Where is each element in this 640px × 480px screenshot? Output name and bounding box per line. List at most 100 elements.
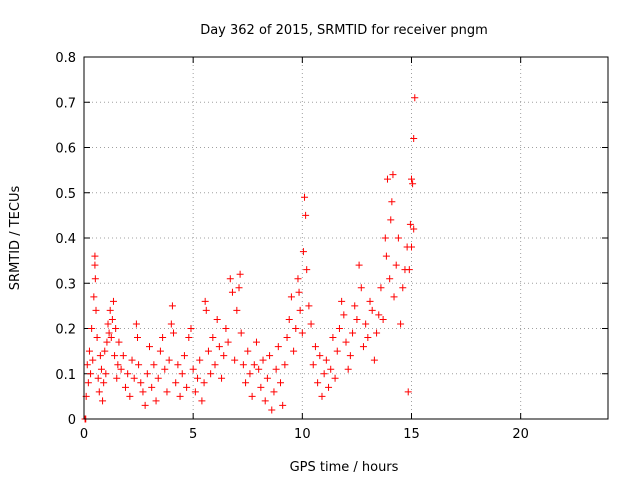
data-point (211, 361, 219, 369)
data-point (311, 343, 319, 351)
data-point (91, 275, 99, 283)
data-point (349, 329, 357, 337)
data-point (302, 211, 310, 219)
x-tick-label: 0 (80, 427, 88, 442)
data-point (373, 329, 381, 337)
data-point (353, 315, 361, 323)
data-point (189, 365, 197, 373)
data-point (375, 311, 383, 319)
data-point (236, 270, 244, 278)
data-point (305, 302, 313, 310)
y-tick-label: 0.1 (55, 368, 76, 383)
data-point (333, 347, 341, 355)
data-point (178, 370, 186, 378)
data-point (185, 334, 193, 342)
data-point (307, 320, 315, 328)
data-point (263, 374, 271, 382)
data-point (104, 320, 112, 328)
y-tick-label: 0.3 (55, 277, 76, 292)
grid-lines (84, 57, 608, 419)
data-point (379, 315, 387, 323)
y-tick-label: 0.5 (55, 187, 76, 202)
data-point (146, 343, 153, 351)
data-point (244, 347, 252, 355)
data-point (115, 338, 123, 346)
data-point (303, 266, 311, 274)
data-point (174, 361, 182, 369)
data-point (406, 220, 414, 228)
data-point (91, 261, 99, 269)
data-point (377, 284, 385, 292)
data-point (261, 397, 269, 405)
data-point (410, 225, 418, 233)
data-point (320, 370, 328, 378)
data-point (237, 329, 245, 337)
data-point (252, 338, 260, 346)
data-point (292, 325, 300, 332)
data-point (250, 361, 258, 369)
y-tick-label: 0.2 (55, 323, 76, 338)
data-point (228, 288, 236, 296)
data-point (139, 388, 147, 396)
data-point (399, 284, 407, 292)
data-point (344, 365, 352, 373)
data-point (97, 365, 105, 373)
data-point (386, 275, 394, 283)
data-point (266, 352, 274, 360)
data-point (87, 370, 95, 378)
y-axis-ticks: 0 0.1 0.2 0.3 0.4 0.5 0.6 0.7 0.8 (55, 51, 608, 428)
data-point (143, 370, 151, 378)
data-point (387, 216, 395, 224)
chart-title: Day 362 of 2015, SRMTID for receiver png… (200, 23, 488, 38)
data-point (338, 297, 346, 305)
data-point (368, 306, 376, 314)
y-tick-label: 0.6 (55, 142, 76, 157)
data-point (215, 343, 223, 351)
data-point (88, 325, 96, 332)
data-point (383, 175, 391, 183)
data-point (108, 315, 116, 323)
data-point (204, 347, 212, 355)
data-point (137, 379, 145, 387)
y-tick-label: 0.4 (55, 232, 76, 247)
data-point (364, 334, 372, 342)
data-point (331, 374, 339, 382)
data-point (100, 379, 108, 387)
data-point (370, 356, 378, 364)
data-point (152, 397, 160, 405)
data-point (170, 329, 178, 337)
x-tick-label: 10 (294, 427, 311, 442)
data-point (274, 343, 282, 351)
data-point (408, 243, 415, 251)
data-point (226, 275, 234, 283)
data-point (298, 329, 306, 337)
y-tick-label: 0 (68, 413, 76, 428)
data-point (106, 306, 114, 314)
data-point (277, 379, 284, 387)
data-point (394, 234, 402, 242)
data-point (255, 365, 263, 373)
data-point (109, 297, 117, 305)
data-point (126, 392, 134, 400)
data-point (233, 306, 241, 314)
data-point (329, 334, 337, 342)
data-point (154, 374, 162, 382)
data-point (156, 347, 164, 355)
data-point (335, 325, 343, 332)
data-point (318, 392, 326, 400)
data-point (322, 356, 330, 364)
data-point (366, 297, 374, 305)
data-point (180, 352, 188, 360)
data-point (111, 352, 119, 360)
data-point (224, 338, 232, 346)
data-point (148, 383, 156, 391)
data-point (355, 261, 363, 269)
data-point (239, 361, 247, 369)
data-point (410, 134, 418, 142)
data-point (222, 325, 230, 332)
data-point (133, 334, 141, 342)
data-points (81, 94, 419, 423)
data-point (141, 401, 149, 409)
data-point (172, 379, 180, 387)
data-point (257, 383, 265, 391)
